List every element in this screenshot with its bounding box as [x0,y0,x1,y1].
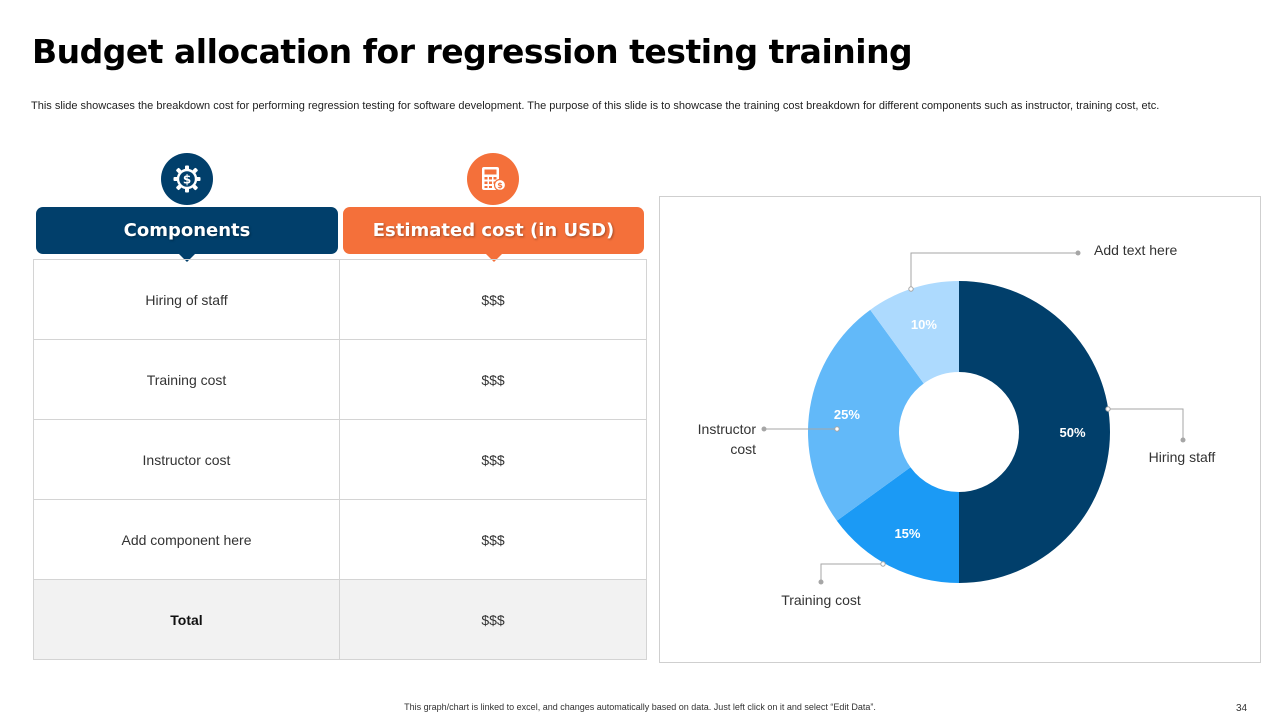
component-cell: Hiring of staff [34,260,340,339]
page-description: This slide showcases the breakdown cost … [31,100,1160,112]
slice-add-text-here[interactable] [870,281,959,384]
table-row: Add component here $$$ [34,500,646,580]
components-header: Components [36,207,338,262]
category-label-instructor-cost: Instructor cost [698,421,757,457]
estimated-cost-header: Estimated cost (in USD) [343,207,644,262]
data-label-hiring-staff: 50% [1059,425,1085,440]
leader-line-hiring-staff [1108,408,1184,440]
svg-text:$: $ [183,173,191,187]
slice-instructor-cost[interactable] [808,309,924,521]
component-cell: Instructor cost [34,420,340,499]
table-row: Instructor cost $$$ [34,420,646,500]
footer-note: This graph/chart is linked to excel, and… [404,702,876,712]
donut-chart-container[interactable]: 50% 15% 25% 10% Hiring staff Training cost Ins… [659,196,1261,663]
cost-cell: $$$ [481,371,505,388]
category-label-training-cost: Training cost [781,592,861,608]
leader-end-dot [761,426,767,432]
leader-anchor-dot [880,561,886,567]
total-cost: $$$ [481,611,505,628]
table-row: Training cost $$$ [34,340,646,420]
category-label-add-text-here: Add text here [1094,242,1177,258]
cost-cell: $$$ [481,531,505,548]
total-label: Total [34,580,340,659]
leader-line-training-cost [820,563,883,582]
leader-anchor-dot [1105,406,1111,412]
data-label-training-cost: 15% [894,526,920,541]
leader-anchor-dot [834,426,840,432]
table-row: Hiring of staff $$$ [34,260,646,340]
leader-end-dot [1180,437,1186,443]
leader-line-add-text-here [910,252,1078,289]
page-number: 34 [1236,703,1248,714]
leader-anchor-dot [908,286,914,292]
leader-end-dot [1075,250,1081,256]
total-row: Total $$$ [34,580,646,659]
cost-cell: $$$ [481,291,505,308]
svg-text:$: $ [497,181,503,190]
donut-chart[interactable]: 50% 15% 25% 10% Hiring staff Training cost Ins… [660,197,1260,662]
data-label-add-text-here: 10% [911,317,937,332]
category-label-hiring-staff: Hiring staff [1149,449,1216,465]
cost-table: Hiring of staff $$$ Training cost $$$ In… [33,259,647,660]
leader-end-dot [818,579,824,585]
component-cell: Add component here [34,500,340,579]
slice-training-cost[interactable] [836,467,959,583]
gear-money-icon: $ [161,153,213,205]
data-label-instructor-cost: 25% [834,407,860,422]
component-cell: Training cost [34,340,340,419]
cost-cell: $$$ [481,451,505,468]
calculator-icon: $ [467,153,519,205]
page-title: Budget allocation for regression testing… [32,32,913,71]
slice-hiring-staff[interactable] [959,281,1110,583]
